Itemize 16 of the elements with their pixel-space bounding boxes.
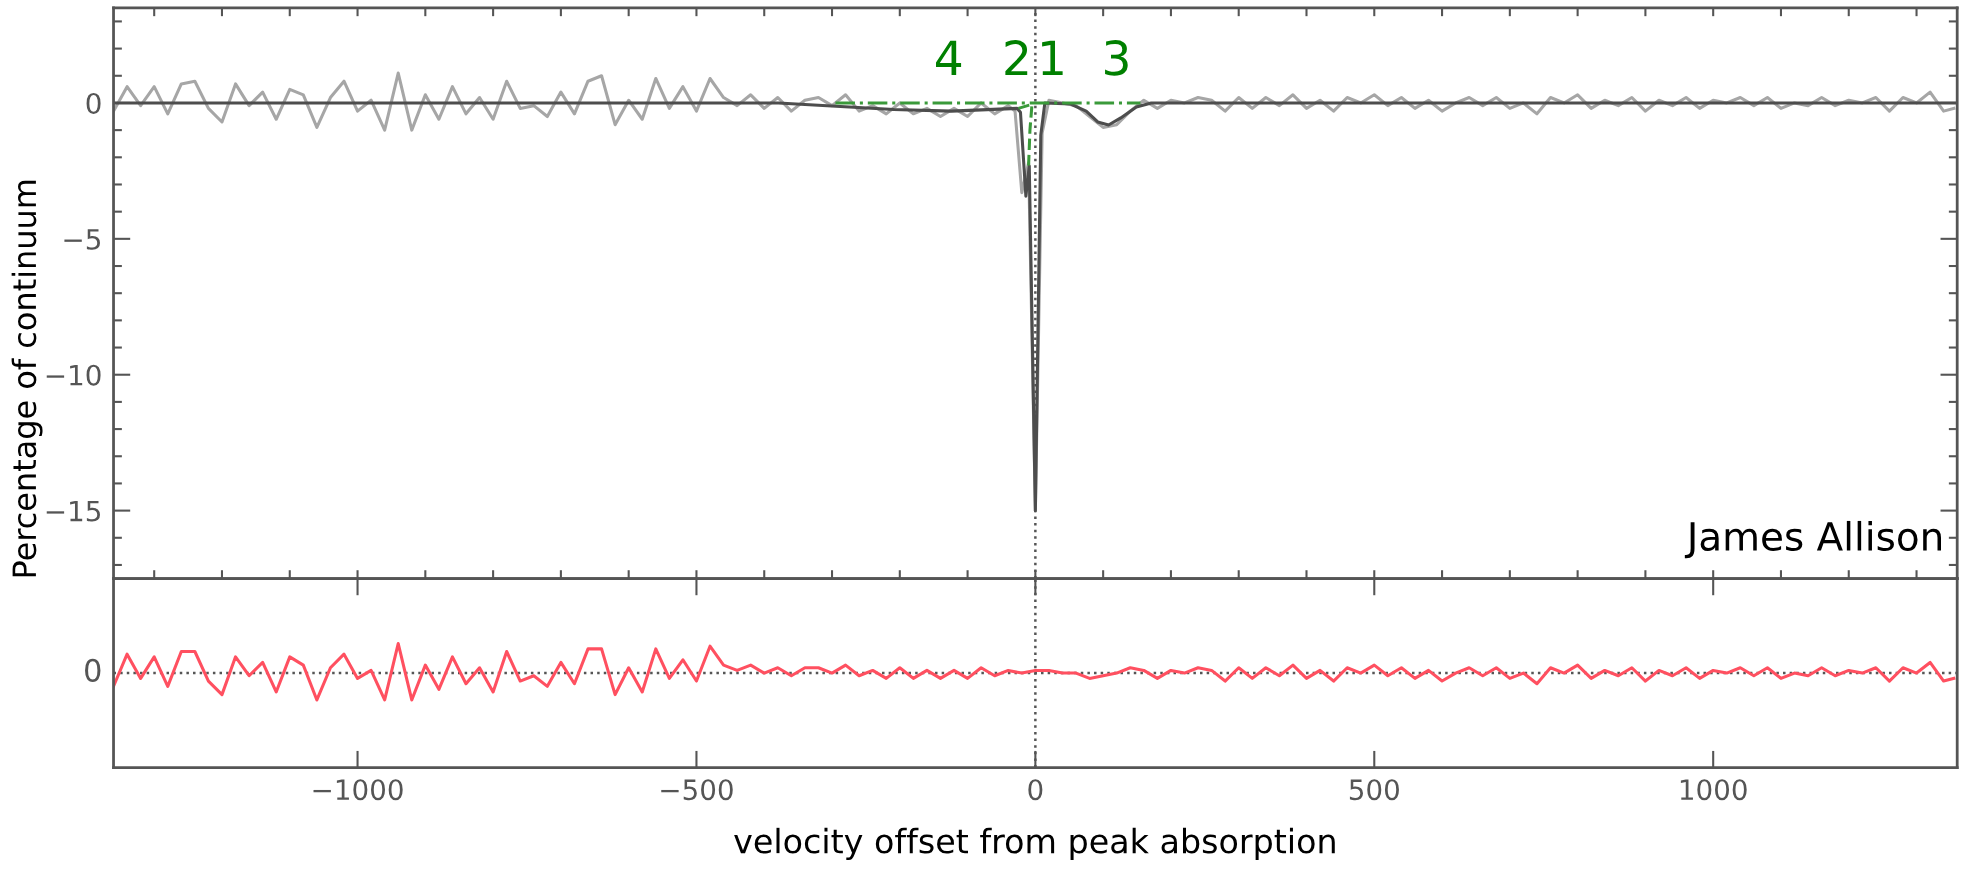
annotation: James Allison <box>1684 520 1941 559</box>
x-tick-label: 0 <box>1028 779 1043 801</box>
x-tick-label: 500 <box>1349 779 1399 801</box>
y-tick-label: 0 <box>86 92 101 114</box>
x-tick-label: −500 <box>661 779 733 801</box>
y-tick-label: −10 <box>46 364 101 386</box>
annotation: 4 <box>936 40 962 76</box>
y-tick-label: −15 <box>46 500 100 522</box>
x-tick-label: 1000 <box>1680 779 1747 801</box>
annotation: 1 <box>1042 40 1063 76</box>
y-axis-title: Percentage of continuum <box>11 180 43 577</box>
y-tick-label: −5 <box>64 229 100 250</box>
x-tick-label: −1000 <box>313 779 403 801</box>
x-axis-title: velocity offset from peak absorption <box>734 827 1335 861</box>
annotation: 3 <box>1105 40 1128 76</box>
annotation: 2 <box>1005 40 1028 76</box>
